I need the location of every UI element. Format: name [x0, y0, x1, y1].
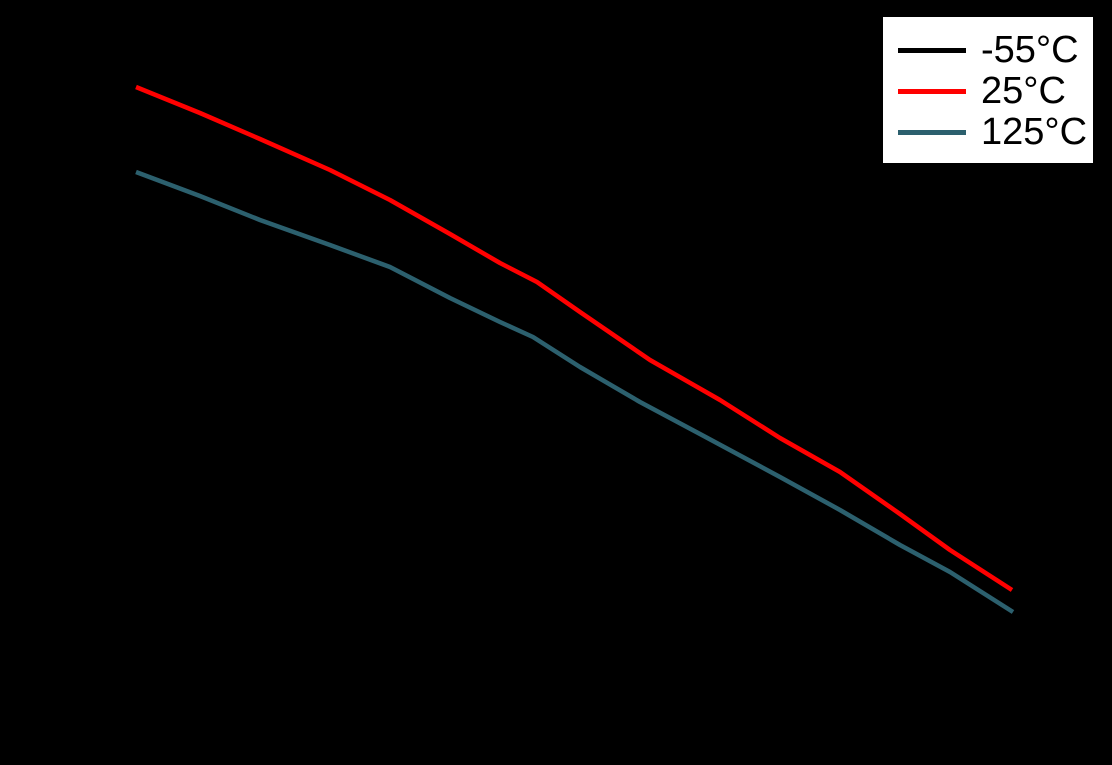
- legend-label-25c: 25°C: [981, 70, 1066, 112]
- legend-swatch-25c-line-icon: [898, 88, 966, 94]
- legend-swatch-125c-line-icon: [898, 129, 966, 135]
- legend-swatch-minus55c-line-icon: [898, 47, 966, 53]
- series-line-25C: [135, 84, 1014, 592]
- legend-item-minus55c: -55°C: [895, 31, 1083, 69]
- series-line-125C: [135, 169, 1015, 614]
- legend-item-125c: 125°C: [895, 113, 1087, 151]
- legend: -55°C 25°C 125°C: [880, 14, 1096, 166]
- legend-label-125c: 125°C: [981, 111, 1088, 153]
- legend-label-minus55c: -55°C: [981, 29, 1079, 71]
- legend-item-25c: 25°C: [895, 72, 1083, 110]
